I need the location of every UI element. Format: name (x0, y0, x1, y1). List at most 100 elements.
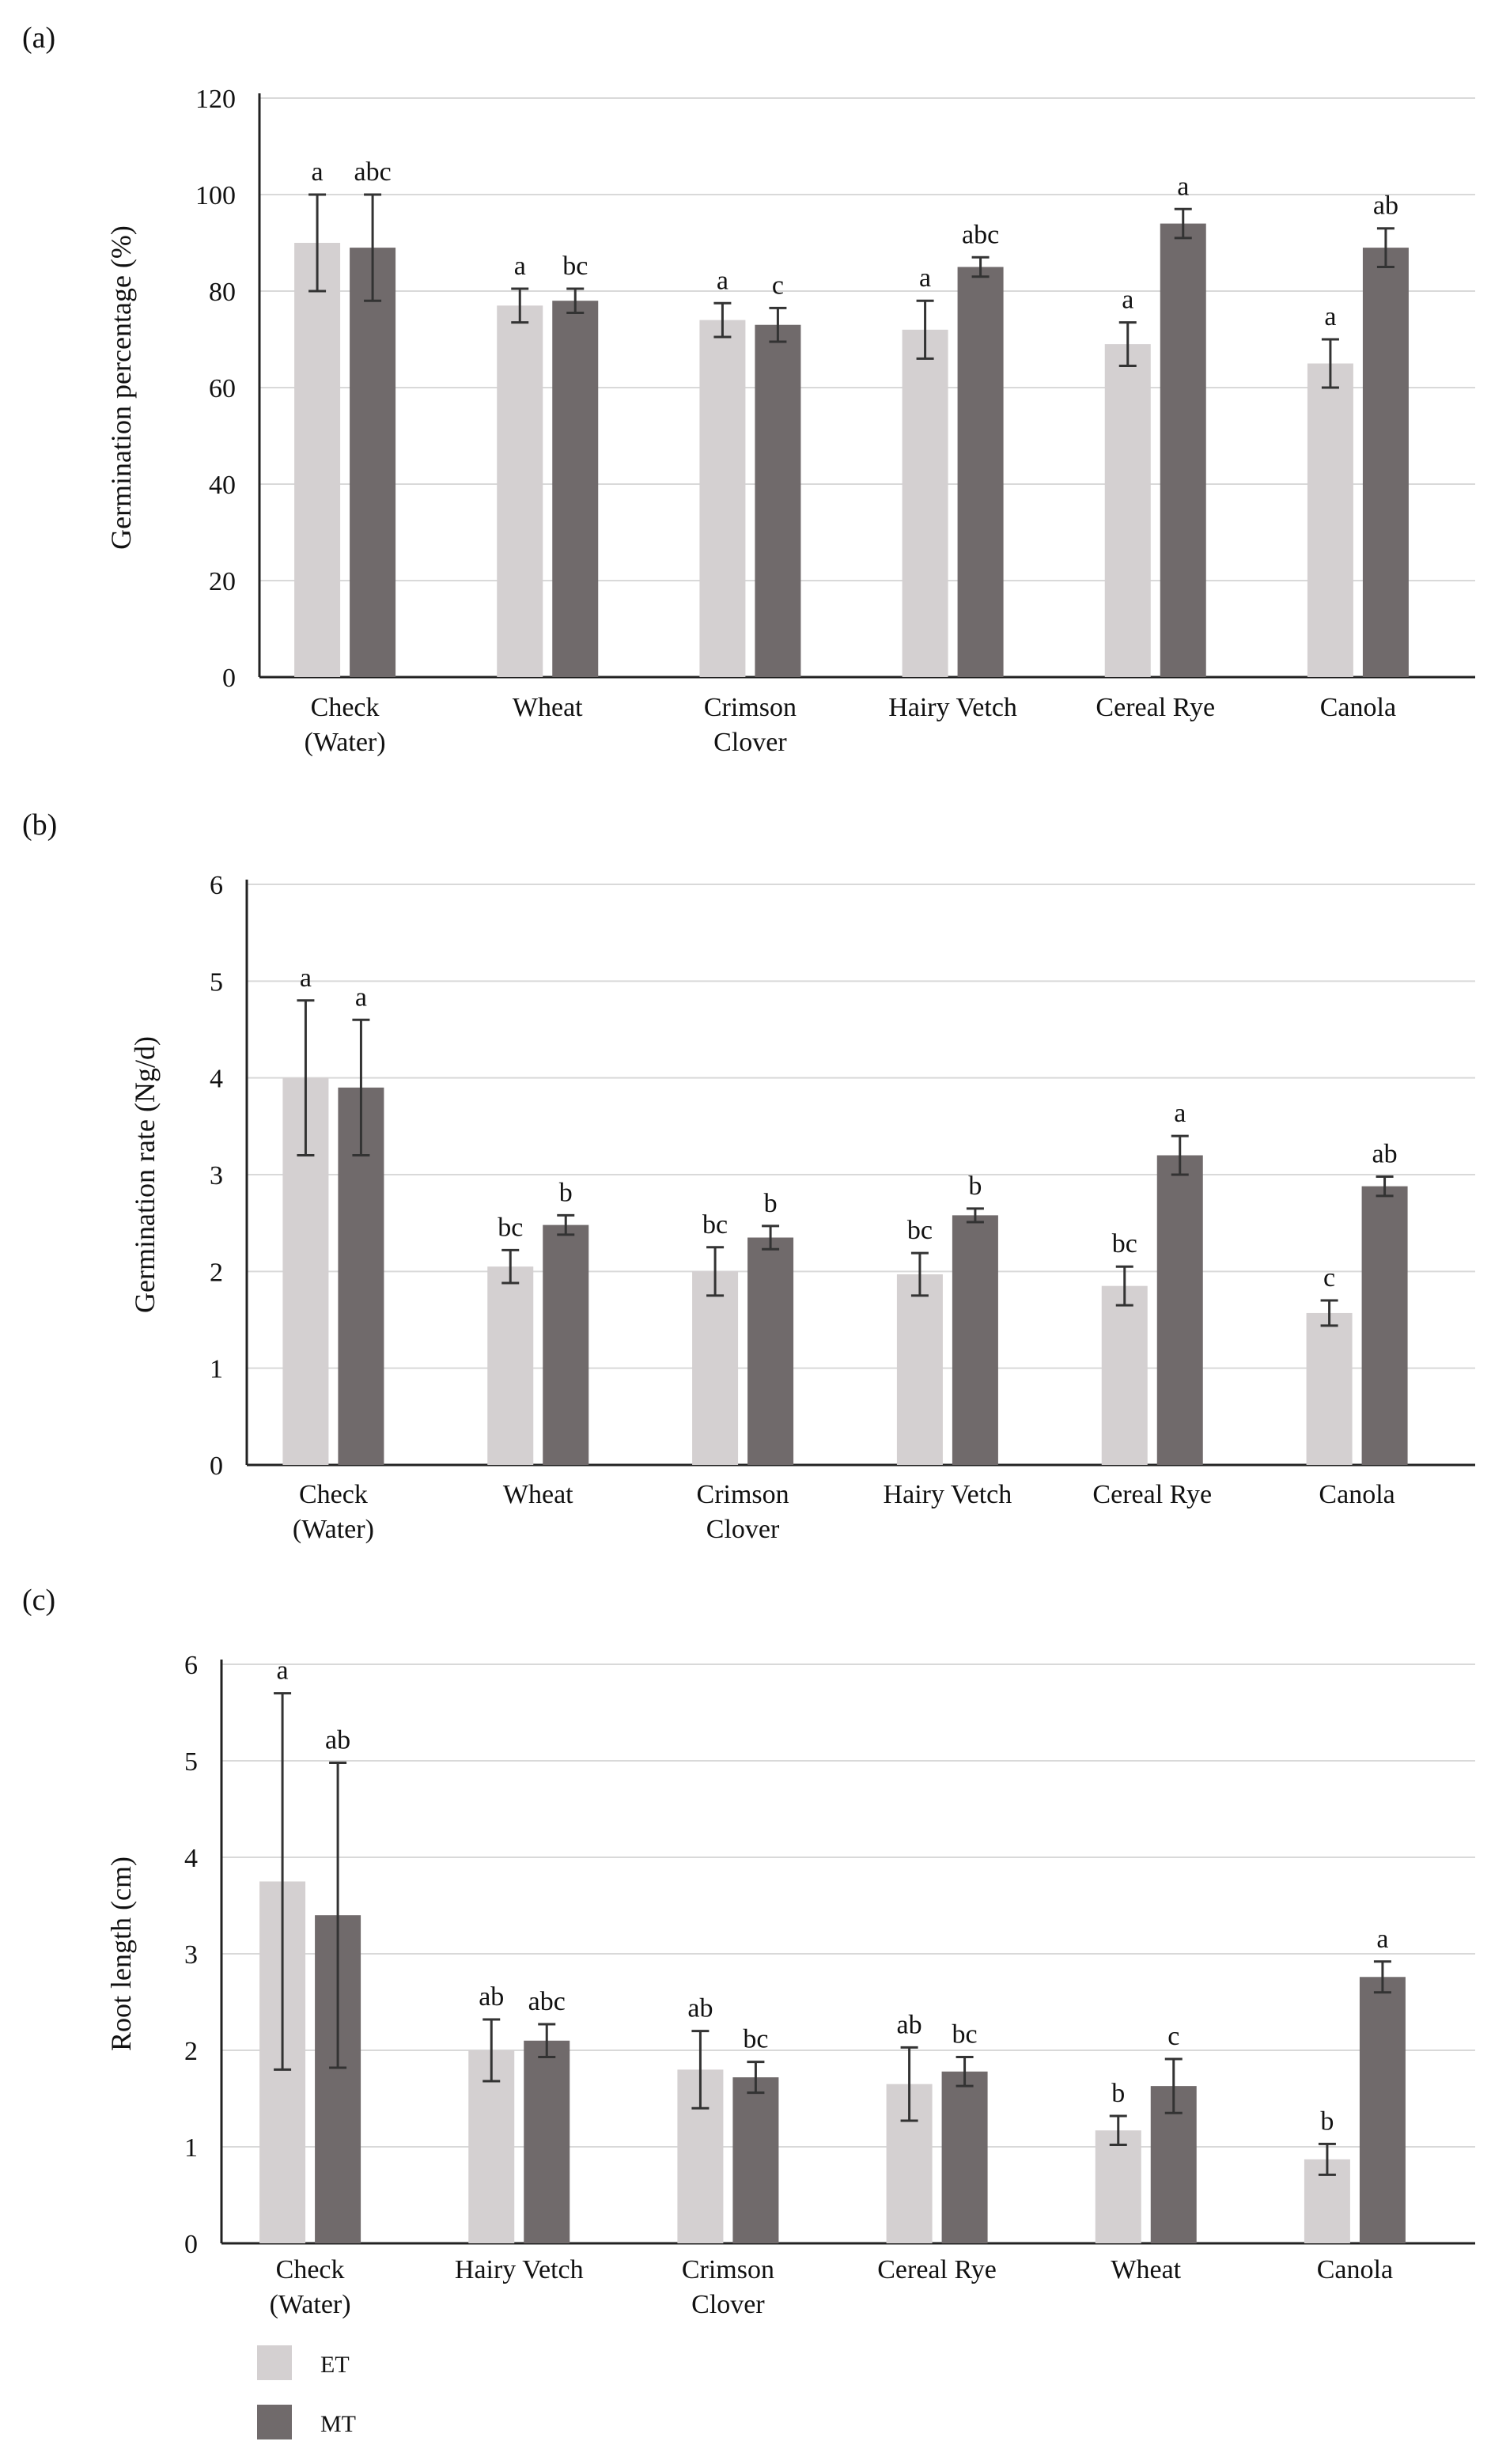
legend: ET MT (257, 2345, 356, 2439)
significance-letter: bc (1112, 1229, 1137, 1258)
y-tick-label: 100 (195, 181, 236, 210)
significance-letter: ab (1373, 191, 1398, 221)
x-category-label: (Water) (270, 2290, 351, 2319)
x-category-label: Check (311, 693, 380, 722)
significance-letter: bc (952, 2020, 978, 2050)
y-tick-label: 3 (210, 1161, 223, 1190)
significance-letter: a (1174, 1099, 1186, 1128)
y-tick-label: 3 (184, 1940, 198, 1970)
legend-label: MT (320, 2411, 356, 2437)
bar-et (1095, 2130, 1141, 2243)
significance-letter: c (772, 271, 784, 300)
bar-et (1104, 344, 1151, 677)
significance-letter: b (764, 1189, 778, 1218)
significance-letter: bc (498, 1213, 523, 1242)
significance-letter: abc (962, 220, 999, 249)
x-category-label: Wheat (503, 1480, 573, 1509)
panel-label: (b) (22, 808, 57, 842)
significance-letter: a (277, 1656, 289, 1686)
y-tick-label: 5 (210, 967, 223, 997)
significance-letter: bc (743, 2025, 768, 2054)
x-category-label: Check (299, 1480, 368, 1509)
bar-et (1306, 1312, 1353, 1465)
significance-letter: a (1324, 302, 1336, 331)
y-tick-label: 2 (210, 1258, 223, 1287)
x-category-label: Canola (1319, 1480, 1395, 1509)
bar-et (294, 243, 341, 677)
chart-panel-2: (b) 0 1 2 3 4 5 6 Germination rate (Ng/d) a a Check… (22, 808, 1475, 1544)
x-category-label: Hairy Vetch (884, 1480, 1012, 1509)
bar-mt (1160, 223, 1206, 678)
bar-et (699, 320, 746, 677)
bar-mt (552, 301, 599, 677)
significance-letter: ab (687, 1994, 713, 2023)
significance-letter: b (559, 1178, 573, 1207)
y-axis-title: Germination percentage (%) (105, 225, 137, 550)
bar-mt (1156, 1155, 1203, 1465)
significance-letter: b (1111, 2079, 1125, 2108)
chart-panel-1: (a) 0 20 40 60 80 100 120 Germination percentage… (22, 21, 1475, 757)
significance-letter: a (1376, 1925, 1388, 1954)
x-category-label: Check (276, 2255, 345, 2284)
y-tick-label: 0 (222, 664, 236, 693)
x-category-label: Clover (706, 1515, 780, 1544)
bar-mt (957, 267, 1004, 677)
x-category-label: Crimson (682, 2255, 774, 2284)
significance-letter: b (1320, 2106, 1334, 2136)
bar-mt (732, 2077, 779, 2243)
y-tick-label: 5 (184, 1747, 198, 1777)
panel-label: (a) (22, 21, 55, 55)
bar-mt (350, 248, 396, 678)
y-axis-title: Germination rate (Ng/d) (129, 1036, 161, 1313)
x-category-label: Canola (1320, 693, 1396, 722)
significance-letter: ab (1372, 1139, 1398, 1168)
significance-letter: a (919, 263, 931, 293)
bar-mt (747, 1237, 794, 1465)
x-category-label: Cereal Rye (1092, 1480, 1212, 1509)
y-tick-label: 0 (184, 2230, 198, 2259)
bar-et (896, 1274, 943, 1465)
significance-letter: a (300, 963, 312, 993)
legend-label: ET (320, 2352, 350, 2378)
significance-letter: a (355, 982, 367, 1012)
y-tick-label: 4 (184, 1844, 198, 1873)
y-tick-label: 120 (195, 85, 236, 114)
x-category-label: Wheat (1111, 2255, 1181, 2284)
x-category-label: Canola (1317, 2255, 1393, 2284)
y-tick-label: 6 (184, 1651, 198, 1680)
bar-mt (755, 324, 801, 677)
legend-swatch-mt (257, 2405, 292, 2439)
significance-letter: a (717, 266, 728, 295)
significance-letter: ab (897, 2010, 922, 2039)
y-axis-title: Root length (cm) (105, 1857, 137, 2051)
significance-letter: a (514, 252, 526, 281)
bar-et (692, 1271, 739, 1465)
x-category-label: (Water) (305, 728, 386, 757)
x-category-label: Wheat (513, 693, 583, 722)
significance-letter: a (1177, 172, 1189, 201)
x-category-label: Crimson (704, 693, 797, 722)
bar-mt (952, 1215, 998, 1465)
bar-et (468, 2050, 515, 2243)
bar-mt (1361, 1186, 1408, 1465)
significance-letter: a (1122, 286, 1133, 315)
y-tick-label: 1 (210, 1355, 223, 1384)
x-category-label: Crimson (697, 1480, 789, 1509)
significance-letter: a (312, 157, 324, 187)
bar-mt (941, 2071, 988, 2243)
bar-et (497, 305, 543, 677)
y-tick-label: 40 (209, 471, 236, 500)
x-category-label: Cereal Rye (1096, 693, 1215, 722)
x-category-label: Clover (691, 2290, 765, 2319)
bar-et (902, 329, 948, 677)
significance-letter: ab (479, 1982, 504, 2012)
significance-letter: bc (562, 252, 588, 281)
legend-swatch-et (257, 2345, 292, 2380)
bar-mt (1362, 248, 1409, 678)
significance-letter: b (968, 1171, 982, 1201)
y-tick-label: 1 (184, 2133, 198, 2163)
bar-et (487, 1266, 534, 1465)
x-category-label: Hairy Vetch (455, 2255, 584, 2284)
